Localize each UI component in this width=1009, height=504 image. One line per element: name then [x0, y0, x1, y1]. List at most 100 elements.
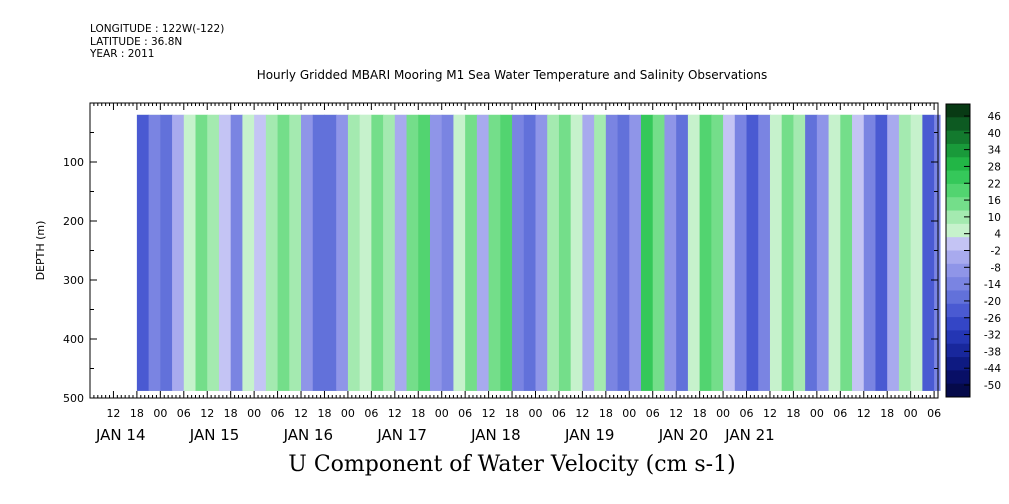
longitude-label: LONGITUDE : 122W(-122): [90, 23, 225, 35]
colorbar-swatch: [946, 157, 970, 171]
x-hour-label: 12: [388, 407, 402, 420]
heatmap-column: [875, 114, 888, 391]
heatmap-column: [582, 114, 595, 391]
x-hour-label: 00: [810, 407, 824, 420]
heatmap-column: [664, 114, 677, 391]
x-day-label: JAN 15: [189, 426, 240, 444]
colorbar-swatch: [946, 223, 970, 238]
colorbar-label: -26: [984, 313, 1001, 325]
heatmap-column: [699, 114, 712, 391]
heatmap-column: [418, 114, 431, 391]
colorbar-swatch: [946, 290, 970, 305]
colorbar-swatch: [946, 303, 970, 318]
heatmap-column: [148, 114, 161, 391]
x-hour-label: 00: [435, 407, 449, 420]
x-hour-label: 00: [622, 407, 636, 420]
x-hour-label: 00: [247, 407, 261, 420]
colorbar-swatch: [946, 237, 970, 251]
y-axis: 100 200 300 400 500 DEPTH (m): [34, 102, 938, 405]
heatmap-column: [781, 114, 795, 391]
heatmap-column: [676, 114, 689, 391]
colorbar-swatch: [946, 130, 970, 145]
colorbar-label: 16: [988, 195, 1002, 207]
colorbar-label: 28: [988, 161, 1001, 173]
x-hour-label: 06: [458, 407, 472, 420]
heatmap-column: [347, 114, 361, 391]
colorbar-swatch: [946, 183, 970, 198]
heatmap-column: [207, 114, 220, 391]
x-hour-label: 12: [482, 407, 496, 420]
x-hour-label: 12: [857, 407, 871, 420]
y-tick-label: 500: [63, 392, 84, 405]
heatmap-column: [805, 114, 818, 391]
heatmap-column: [570, 114, 583, 391]
x-hour-label: 06: [833, 407, 847, 420]
x-hour-label: 06: [927, 407, 941, 420]
heatmap-column: [547, 114, 560, 391]
x-hour-label: 06: [271, 407, 285, 420]
chart-title: Hourly Gridded MBARI Mooring M1 Sea Wate…: [256, 68, 768, 82]
heatmap-column: [617, 114, 630, 391]
colorbar-swatch: [946, 317, 970, 331]
x-hour-label: 06: [740, 407, 754, 420]
heatmap-column: [488, 114, 501, 391]
colorbar-swatch: [946, 104, 970, 118]
heatmap-column: [336, 114, 349, 391]
colorbar-label: -2: [991, 246, 1001, 258]
metadata-block: LONGITUDE : 122W(-122) LATITUDE : 36.8N …: [90, 23, 224, 61]
colorbar-label: -38: [984, 346, 1001, 358]
heatmap-column: [840, 114, 853, 391]
heatmap-column: [934, 114, 941, 391]
x-day-label: JAN 18: [470, 426, 521, 444]
colorbar-swatch: [946, 143, 970, 158]
x-hour-label: 06: [646, 407, 660, 420]
heatmap-column: [289, 114, 302, 391]
x-hour-label: 12: [200, 407, 214, 420]
heatmap-column: [453, 114, 466, 391]
colorbar-label: -8: [991, 262, 1001, 274]
heatmap-column: [183, 114, 197, 391]
heatmap-column: [324, 114, 337, 391]
heatmap-column: [558, 114, 572, 391]
heatmap-column: [500, 114, 513, 391]
heatmap-column: [429, 114, 443, 391]
year-label: YEAR : 2011: [90, 48, 155, 60]
colorbar-swatch: [946, 250, 970, 265]
x-hour-label: 00: [904, 407, 918, 420]
heatmap-column: [828, 114, 841, 391]
colorbar-swatch: [946, 277, 970, 291]
x-hour-label: 12: [763, 407, 777, 420]
heatmap-column: [218, 114, 232, 391]
heatmap-column: [746, 114, 759, 391]
colorbar-swatch: [946, 343, 970, 358]
x-day-label: JAN 20: [658, 426, 709, 444]
heatmap-column: [734, 114, 748, 391]
heatmap-column: [465, 114, 478, 391]
heatmap-column: [711, 114, 724, 391]
heatmap-column: [816, 114, 830, 391]
colorbar: 46 40 34 28 22 16 10 4 -2 -8 -14 -20 -26 -32 -38 -44 -50: [945, 103, 1002, 398]
heatmap-column: [512, 114, 525, 391]
x-hour-label: 06: [552, 407, 566, 420]
x-hour-label: 18: [317, 407, 331, 420]
heatmap-column: [898, 114, 912, 391]
heatmap-column: [301, 114, 314, 391]
heatmap-column: [922, 114, 935, 391]
heatmap-column: [863, 114, 877, 391]
colorbar-label: -32: [984, 330, 1001, 342]
y-tick-label: 400: [63, 333, 84, 346]
x-hour-label: 00: [528, 407, 542, 420]
colorbar-label: -44: [984, 363, 1001, 375]
heatmap-column: [441, 114, 455, 391]
heatmap-column: [312, 114, 326, 391]
x-hour-label: 18: [786, 407, 800, 420]
heatmap-column: [887, 114, 900, 391]
heatmap-column: [277, 114, 290, 391]
heatmap-column: [605, 114, 619, 391]
y-axis-title: DEPTH (m): [34, 221, 47, 281]
colorbar-swatch: [946, 330, 970, 345]
heatmap-column: [265, 114, 279, 391]
y-tick-label: 300: [63, 274, 84, 287]
colorbar-swatch: [946, 170, 970, 185]
